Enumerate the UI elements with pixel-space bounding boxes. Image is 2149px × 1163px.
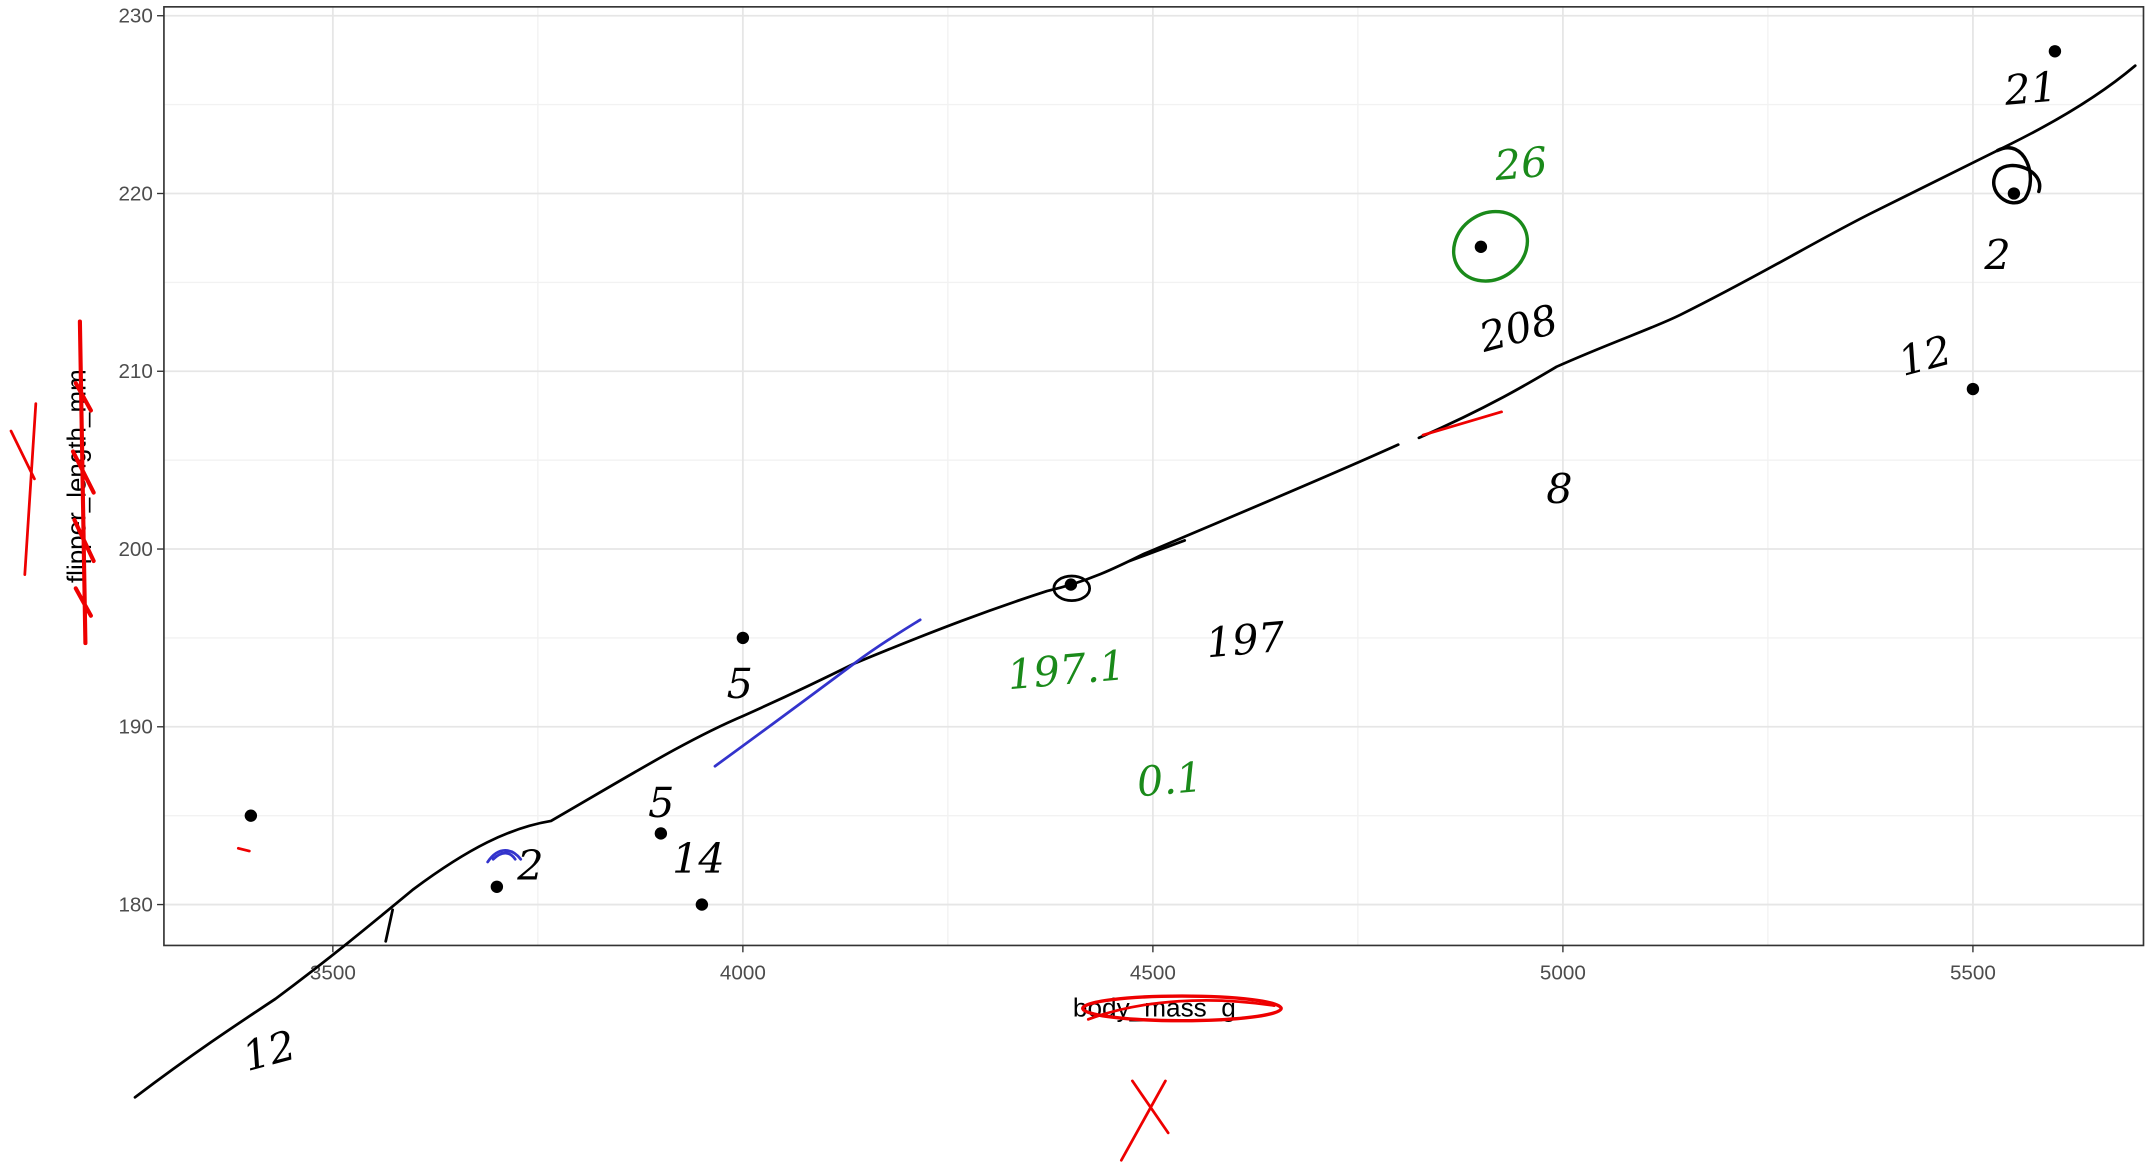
point bbox=[245, 810, 257, 822]
annotation: 0.1 bbox=[1135, 753, 1205, 806]
y-tick-label: 200 bbox=[118, 538, 152, 561]
y-tick-label: 190 bbox=[118, 716, 152, 739]
annotation: 21 bbox=[2001, 63, 2059, 115]
point bbox=[737, 632, 749, 644]
marks: 12 5 5 14 2 197.1 197 0.1 26 208 8 12 2 21 bbox=[238, 45, 2062, 1081]
annotation: 12 bbox=[238, 1021, 301, 1081]
grid: 3500 4000 4500 5000 5500 180 190 200 210 220 230 bbox=[118, 5, 2143, 985]
x-tick-label: 5500 bbox=[1950, 962, 1996, 985]
point bbox=[2049, 45, 2061, 57]
annotation: 8 bbox=[1546, 466, 1572, 514]
point bbox=[2008, 187, 2020, 199]
x-tick-label: 4500 bbox=[1130, 962, 1176, 985]
point bbox=[1967, 383, 1979, 395]
point bbox=[1475, 241, 1487, 253]
annotation: 197 bbox=[1204, 613, 1288, 668]
point bbox=[655, 827, 667, 839]
point bbox=[696, 898, 708, 910]
annotation: 26 bbox=[1492, 138, 1550, 190]
annotation: 2 bbox=[516, 842, 543, 890]
x-tick-label: 5000 bbox=[1540, 962, 1586, 985]
annotation: 5 bbox=[648, 779, 674, 827]
annotation: 197.1 bbox=[1005, 641, 1127, 699]
chart: 35004000450050005500180190200210220230 b… bbox=[0, 0, 2149, 1163]
x-tick-label: 3500 bbox=[310, 962, 356, 985]
annotation: 2 bbox=[1983, 232, 2010, 280]
point bbox=[1065, 578, 1077, 590]
y-tick-label: 220 bbox=[118, 182, 152, 205]
annotation: 12 bbox=[1893, 326, 1956, 386]
y-tick-label: 230 bbox=[118, 5, 152, 28]
annotation: 14 bbox=[672, 835, 725, 883]
x-tick-label: 4000 bbox=[720, 962, 766, 985]
annotation: 5 bbox=[727, 660, 753, 708]
point bbox=[491, 881, 503, 893]
annotation: 208 bbox=[1473, 295, 1563, 362]
y-tick-label: 210 bbox=[118, 360, 152, 383]
y-tick-label: 180 bbox=[118, 893, 152, 916]
